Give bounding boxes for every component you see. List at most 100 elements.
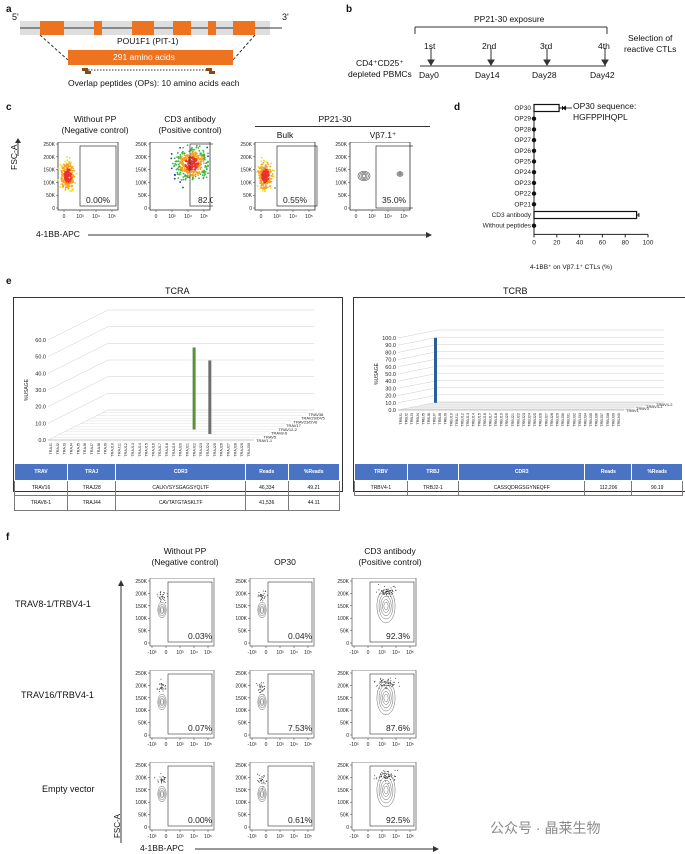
x-tick: -10³	[248, 742, 257, 748]
category-tick: TRAJ25	[213, 443, 217, 457]
plot-frame	[149, 578, 215, 647]
events	[156, 678, 167, 711]
f-row-label-3: Empty vector	[42, 784, 95, 794]
y-tick: 100K	[337, 800, 349, 806]
x-tick: 10⁴	[392, 834, 400, 840]
x-tick: 10³	[176, 742, 184, 748]
gate-percent: 92.5%	[386, 815, 411, 825]
x-tick: 10⁴	[384, 214, 392, 220]
gene-name: POU1F1 (PIT-1)	[117, 36, 179, 46]
y-tick: 0	[346, 641, 349, 647]
depth-label: TRAV38	[309, 412, 325, 417]
y-tick: 50K	[340, 629, 350, 635]
category-tick: TRAJ7	[90, 443, 94, 455]
depth-label: TRAV17	[286, 423, 302, 428]
depth-label: TRAV1-1	[256, 438, 273, 443]
y-tick: 50K	[138, 721, 148, 727]
category-tick: TRAJ3	[63, 443, 67, 455]
y-tick: 150K	[337, 788, 349, 794]
y-tick: 250K	[135, 579, 147, 585]
round-1: 1st	[424, 41, 436, 51]
tcrb-col-cdr3: CDR3	[458, 463, 586, 481]
x-tick: 10⁵	[406, 650, 414, 656]
category-tick: TRBJ25	[533, 413, 537, 427]
protein-length: 291 amino acids	[113, 52, 175, 62]
y-tick: 0	[144, 825, 147, 831]
tcra-table: TRAV TRAJ CDR3 Reads %Reads TRAV16 TRAJ2…	[14, 463, 341, 511]
y-tick: 100K	[135, 616, 147, 622]
category-tick: TRAJ12	[124, 443, 128, 457]
depth-label: TRAV23/DV6	[294, 419, 318, 424]
y-tick: 150K	[235, 604, 247, 610]
x-tick: 10⁴	[290, 834, 298, 840]
x-tick: 10³	[276, 834, 284, 840]
category-tick: TRBJ38	[606, 413, 610, 427]
x-tick: 10⁴	[289, 214, 297, 220]
y-tick: 150K	[337, 604, 349, 610]
x-tick: 10⁴	[190, 650, 198, 656]
y-tick: 250K	[240, 142, 252, 148]
tcra-cell: CAVTATGTASKLTF	[115, 495, 246, 511]
x-tick: 10⁴	[392, 742, 400, 748]
op30-annotation: OP30 sequence: HGFPPIHQPL	[573, 101, 636, 123]
table-row: TRBV4-1 TRBJ2-1 CASSQDRGSGYNEQFF 112,206…	[354, 480, 683, 496]
c-group-title: PP21-30	[318, 114, 352, 124]
y-tick: 200K	[43, 155, 55, 161]
events	[373, 677, 400, 716]
y-tick: 80.0	[385, 350, 396, 356]
y-tick: 150K	[135, 696, 147, 702]
c-flow-plot-2: 250K 200K 150K 100K 50K 0 0 10³ 10⁴ 10⁵ 82.0%	[135, 142, 213, 220]
y-tick: 250K	[337, 579, 349, 585]
gate-percent: 0.03%	[188, 631, 213, 641]
y-tick: 200K	[135, 155, 147, 161]
gate	[167, 673, 213, 735]
tcra-cell: 49.21	[287, 480, 341, 496]
category-tick: TRBJ22	[516, 413, 520, 427]
tcra-col-traj: TRAJ	[66, 463, 117, 481]
x-tick: 0	[265, 742, 268, 748]
bar-CD3 antibody	[533, 210, 638, 220]
c-flow-plot-4: 250K 200K 150K 100K 50K 0 0 10³ 10⁴ 10⁵ 35.0%	[335, 142, 413, 220]
x-tick: 10⁴	[184, 214, 192, 220]
category-tick: TRBJ34	[583, 413, 587, 427]
y-tick: 0	[344, 206, 347, 212]
gate	[369, 581, 415, 643]
op30-annotation-line2: HGFPPIHQPL	[573, 112, 628, 122]
category-tick: TRBJ29	[556, 413, 560, 427]
x-tick: 10³	[368, 214, 376, 220]
category-label: OP24	[514, 169, 531, 176]
y-tick: 0	[244, 825, 247, 831]
gate	[369, 673, 415, 735]
plot-frame	[249, 578, 315, 647]
y-tick: 200K	[337, 775, 349, 781]
y-tick: 10.0	[35, 421, 46, 427]
category-tick: TRAJ6	[83, 443, 87, 455]
tcrb-table-header: TRBV TRBJ CDR3 Reads %Reads	[354, 463, 683, 481]
y-tick: 100K	[235, 708, 247, 714]
c-title-3: Bulk	[276, 130, 294, 140]
category-tick: TRAJ26	[220, 443, 224, 457]
x-tick: 10³	[378, 742, 386, 748]
x-tick: 0	[155, 214, 158, 220]
f-col-title-3-line2: (Positive control)	[358, 557, 422, 567]
x-tick: -10³	[350, 650, 359, 656]
gate-percent: 0.55%	[283, 195, 308, 205]
y-tick: 100K	[43, 180, 55, 186]
x-tick: 100	[643, 239, 654, 246]
peptide-mark-end1	[206, 68, 212, 71]
y-tick: 50.0	[385, 372, 396, 378]
y-tick: 100K	[235, 616, 247, 622]
c-title-2-line1: CD3 antibody	[164, 114, 216, 124]
x-tick: 20	[553, 239, 561, 246]
x-tick: 10⁵	[204, 742, 212, 748]
day-14: Day14	[475, 70, 500, 80]
y-tick: 90.0	[385, 343, 396, 349]
gene-diagram	[20, 21, 282, 74]
start-cells-line2: depleted PBMCs	[348, 69, 412, 79]
y-tick: 150K	[335, 168, 347, 174]
y-tick: 150K	[240, 168, 252, 174]
